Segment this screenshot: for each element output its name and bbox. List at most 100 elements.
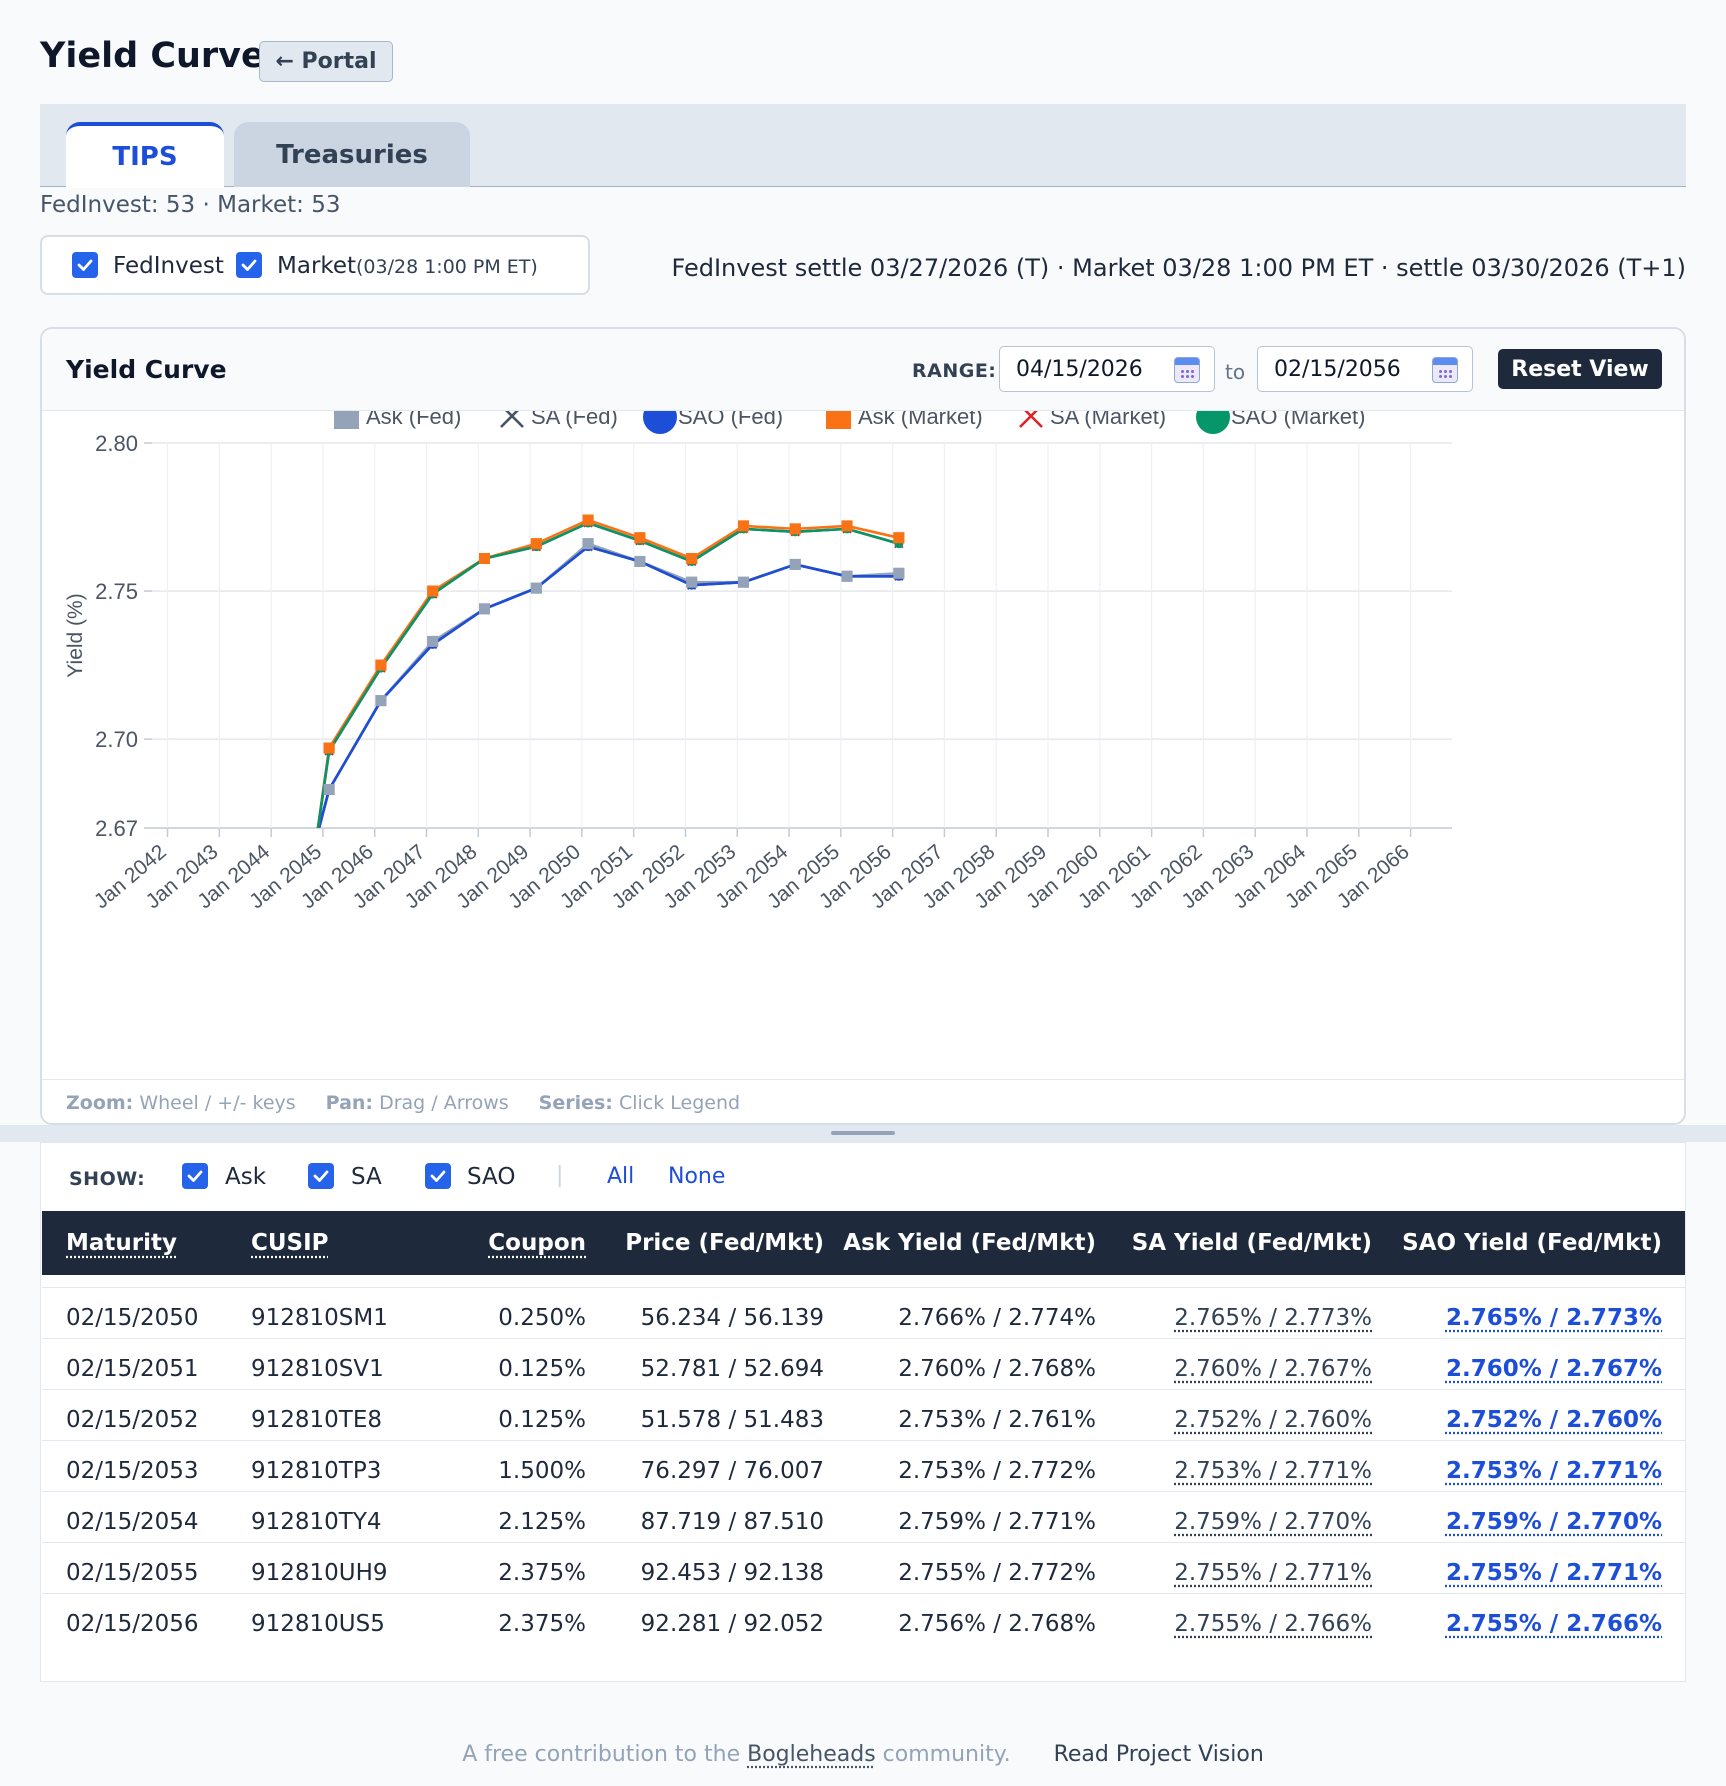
table-row[interactable]: 02/15/2053 912810TP3 1.500% 76.297 / 76.007…: [42, 1440, 1685, 1498]
portal-button[interactable]: ← Portal: [259, 41, 393, 82]
series-line: [316, 521, 900, 828]
sa-yield-cell: 2.759% / 2.770%: [1174, 1509, 1372, 1535]
col-ask-yield[interactable]: Ask Yield (Fed/Mkt): [843, 1230, 1096, 1256]
show-all-button[interactable]: All: [607, 1164, 635, 1189]
series-sa-market[interactable]: [316, 518, 904, 837]
col-sao-yield[interactable]: SAO Yield (Fed/Mkt): [1402, 1230, 1662, 1256]
data-point[interactable]: [427, 635, 439, 647]
fedinvest-checkbox[interactable]: [72, 252, 98, 278]
show-sa-checkbox[interactable]: [308, 1163, 334, 1189]
table-row[interactable]: 02/15/2052 912810TE8 0.125% 51.578 / 51.483…: [42, 1389, 1685, 1447]
chart-series[interactable]: [316, 514, 905, 837]
col-coupon[interactable]: Coupon: [488, 1230, 586, 1256]
show-sao-checkbox[interactable]: [425, 1163, 451, 1189]
sao-yield-cell[interactable]: 2.755% / 2.766%: [1445, 1611, 1662, 1637]
data-point[interactable]: [375, 659, 387, 671]
cusip-cell: 912810TE8: [251, 1407, 383, 1433]
data-point[interactable]: [893, 532, 905, 544]
legend-item[interactable]: Ask (Fed): [334, 411, 461, 429]
data-point[interactable]: [479, 603, 491, 615]
table-row[interactable]: 02/15/2054 912810TY4 2.125% 87.719 / 87.510…: [42, 1491, 1685, 1549]
data-point[interactable]: [893, 567, 905, 579]
legend-label: SAO (Fed): [678, 411, 783, 429]
data-point[interactable]: [789, 558, 801, 570]
splitter-grip-icon[interactable]: [831, 1131, 895, 1135]
chart-panel-title: Yield Curve: [66, 355, 227, 384]
sao-yield-cell[interactable]: 2.752% / 2.760%: [1445, 1407, 1662, 1433]
data-point[interactable]: [582, 538, 594, 550]
market-checkbox[interactable]: [236, 252, 262, 278]
ask-yield-cell: 2.753% / 2.772%: [898, 1458, 1096, 1484]
data-point[interactable]: [686, 553, 698, 564]
data-point[interactable]: [634, 555, 646, 567]
data-point[interactable]: [530, 538, 542, 550]
bogleheads-link[interactable]: Bogleheads: [747, 1742, 876, 1767]
data-point[interactable]: [323, 784, 335, 795]
sa-yield-cell: 2.765% / 2.773%: [1174, 1305, 1372, 1331]
legend-item[interactable]: Ask (Market): [826, 411, 983, 429]
legend-item[interactable]: SA (Market): [1019, 411, 1166, 429]
series-ask-fed[interactable]: [317, 538, 905, 837]
legend-marker: [334, 411, 359, 429]
chart-legend[interactable]: Ask (Fed) SA (Fed) SAO (Fed) Ask (Market) SA…: [334, 411, 1365, 434]
sao-yield-cell[interactable]: 2.753% / 2.771%: [1445, 1458, 1662, 1484]
data-point[interactable]: [686, 576, 698, 588]
reset-view-button[interactable]: Reset View: [1498, 349, 1662, 389]
tab-treasuries[interactable]: Treasuries: [234, 122, 470, 187]
series-help: Series: Click Legend: [538, 1091, 741, 1114]
show-ask-checkbox[interactable]: [182, 1163, 208, 1189]
data-point[interactable]: [737, 576, 749, 588]
table-row[interactable]: 02/15/2055 912810UH9 2.375% 92.453 / 92.138…: [42, 1542, 1685, 1600]
sao-yield-cell[interactable]: 2.760% / 2.767%: [1445, 1356, 1662, 1382]
series-sao-fed[interactable]: [317, 542, 904, 837]
range-to-input[interactable]: 02/15/2056: [1257, 346, 1473, 392]
col-sa-yield[interactable]: SA Yield (Fed/Mkt): [1131, 1230, 1372, 1256]
coupon-cell: 2.375%: [498, 1611, 586, 1637]
data-point[interactable]: [530, 582, 542, 594]
col-maturity[interactable]: Maturity: [66, 1230, 177, 1256]
calendar-icon[interactable]: [1432, 357, 1458, 383]
show-none-button[interactable]: None: [668, 1164, 726, 1189]
maturity-cell: 02/15/2052: [66, 1407, 199, 1433]
data-point[interactable]: [841, 520, 853, 532]
legend-item[interactable]: SAO (Fed): [643, 411, 783, 434]
data-point[interactable]: [375, 695, 387, 707]
data-point[interactable]: [479, 553, 491, 564]
table-row[interactable]: 02/15/2056 912810US5 2.375% 92.281 / 92.052…: [42, 1593, 1685, 1651]
sao-yield-cell[interactable]: 2.759% / 2.770%: [1445, 1509, 1662, 1535]
project-vision-link[interactable]: Read Project Vision: [1053, 1742, 1264, 1767]
data-point[interactable]: [789, 523, 801, 535]
data-point[interactable]: [634, 532, 646, 544]
ask-yield-cell: 2.760% / 2.768%: [898, 1356, 1096, 1382]
show-label: SHOW:: [69, 1168, 146, 1190]
page-title: Yield Curves: [40, 36, 286, 76]
series-sa-fed[interactable]: [317, 541, 904, 837]
cusip-cell: 912810US5: [251, 1611, 385, 1637]
legend-item[interactable]: SA (Fed): [500, 411, 618, 429]
pan-help: Pan: Drag / Arrows: [325, 1091, 509, 1114]
sao-yield-cell[interactable]: 2.765% / 2.773%: [1445, 1305, 1662, 1331]
calendar-icon[interactable]: [1174, 357, 1200, 383]
chart-panel-header: Yield Curve RANGE: 04/15/2026 to 02/15/2…: [42, 329, 1684, 411]
sao-yield-cell[interactable]: 2.755% / 2.771%: [1445, 1560, 1662, 1586]
table-row[interactable]: 02/15/2050 912810SM1 0.250% 56.234 / 56.139…: [42, 1287, 1685, 1345]
data-point[interactable]: [737, 520, 749, 532]
col-price[interactable]: Price (Fed/Mkt): [625, 1230, 824, 1256]
legend-item[interactable]: SAO (Market): [1196, 411, 1365, 434]
col-cusip[interactable]: CUSIP: [251, 1230, 329, 1256]
fedinvest-label: FedInvest: [113, 253, 224, 279]
series-sao-market[interactable]: [316, 518, 904, 836]
price-cell: 52.781 / 52.694: [640, 1356, 824, 1382]
data-point[interactable]: [323, 742, 335, 754]
table-row[interactable]: 02/15/2051 912810SV1 0.125% 52.781 / 52.694…: [42, 1338, 1685, 1396]
yield-curve-panel: Yield Curve RANGE: 04/15/2026 to 02/15/2…: [40, 327, 1686, 1125]
tab-bar: TIPS Treasuries: [40, 104, 1686, 188]
range-from-input[interactable]: 04/15/2026: [999, 346, 1215, 392]
price-cell: 51.578 / 51.483: [640, 1407, 824, 1433]
data-point[interactable]: [582, 514, 594, 526]
data-point[interactable]: [841, 570, 853, 582]
data-point[interactable]: [427, 585, 439, 597]
tab-tips[interactable]: TIPS: [66, 122, 224, 188]
